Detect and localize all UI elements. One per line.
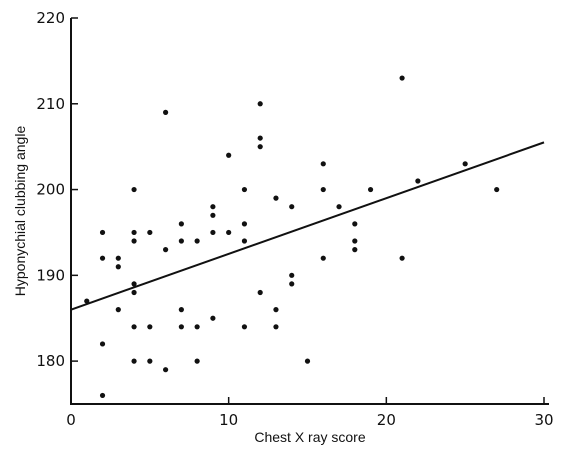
- y-tick-label: 220: [36, 9, 65, 27]
- data-point: [147, 324, 153, 330]
- data-point: [163, 367, 169, 373]
- data-point: [226, 152, 232, 158]
- data-point: [273, 324, 279, 330]
- data-point: [289, 204, 295, 210]
- data-point: [257, 144, 263, 150]
- data-point: [131, 289, 137, 296]
- y-tick-label: 210: [36, 95, 65, 113]
- regression-line-layer: [70, 141, 545, 311]
- data-point: [462, 161, 468, 167]
- data-point: [352, 247, 358, 253]
- data-point: [99, 341, 106, 347]
- data-point: [178, 307, 184, 313]
- y-tick-label: 200: [36, 181, 65, 199]
- data-point: [131, 229, 137, 236]
- data-point: [415, 178, 421, 184]
- data-point: [241, 221, 248, 227]
- data-point: [210, 315, 216, 321]
- x-tick-label: 0: [66, 411, 76, 429]
- data-point: [99, 229, 106, 236]
- data-points: [84, 75, 500, 399]
- data-point: [210, 212, 216, 218]
- x-tick-label: 30: [534, 411, 553, 429]
- y-tick-label: 180: [36, 352, 65, 370]
- data-point: [115, 255, 121, 261]
- x-axis-ticks: 0 10 20 30: [66, 397, 554, 429]
- data-point: [115, 307, 121, 313]
- regression-line: [70, 141, 545, 311]
- data-point: [241, 324, 248, 330]
- data-point: [131, 281, 137, 287]
- y-axis-title: Hyponychial clubbing angle: [12, 126, 28, 297]
- data-point: [163, 247, 169, 253]
- data-point: [494, 186, 500, 193]
- data-point: [336, 204, 342, 210]
- y-axis-ticks: 180 190 200 210 220: [36, 9, 78, 370]
- data-point: [257, 289, 263, 296]
- data-point: [178, 324, 184, 330]
- data-point: [289, 281, 295, 287]
- data-point: [163, 109, 169, 115]
- data-point: [257, 101, 263, 107]
- data-point: [147, 229, 153, 236]
- data-point: [352, 238, 358, 244]
- data-point: [226, 229, 232, 236]
- data-point: [210, 229, 216, 236]
- data-point: [178, 238, 184, 244]
- data-point: [147, 358, 153, 364]
- data-point: [178, 221, 184, 227]
- data-point: [99, 255, 106, 261]
- data-point: [352, 221, 358, 227]
- data-point: [241, 186, 248, 193]
- data-point: [194, 238, 200, 244]
- x-tick-label: 10: [219, 411, 238, 429]
- data-point: [320, 161, 326, 167]
- data-point: [131, 238, 137, 244]
- data-point: [194, 324, 200, 330]
- plot-area: 0 10 20 30 180 190 200 210 220: [36, 9, 553, 429]
- data-point: [289, 272, 295, 278]
- data-point: [194, 358, 200, 364]
- data-point: [84, 298, 90, 304]
- data-point: [257, 135, 263, 141]
- data-point: [210, 204, 216, 210]
- data-point: [273, 307, 279, 313]
- data-point: [320, 255, 326, 261]
- data-point: [367, 186, 374, 193]
- y-tick-label: 190: [36, 266, 65, 284]
- data-point: [273, 195, 279, 201]
- data-point: [399, 255, 405, 261]
- data-point: [399, 75, 405, 81]
- x-axis-title: Chest X ray score: [254, 429, 365, 445]
- data-point: [99, 392, 106, 399]
- data-point: [241, 238, 248, 244]
- data-point: [131, 324, 137, 330]
- x-tick-label: 20: [377, 411, 396, 429]
- data-point: [320, 186, 326, 193]
- data-point: [115, 264, 121, 270]
- data-point: [131, 358, 137, 364]
- data-point: [131, 186, 137, 193]
- data-point: [304, 358, 311, 364]
